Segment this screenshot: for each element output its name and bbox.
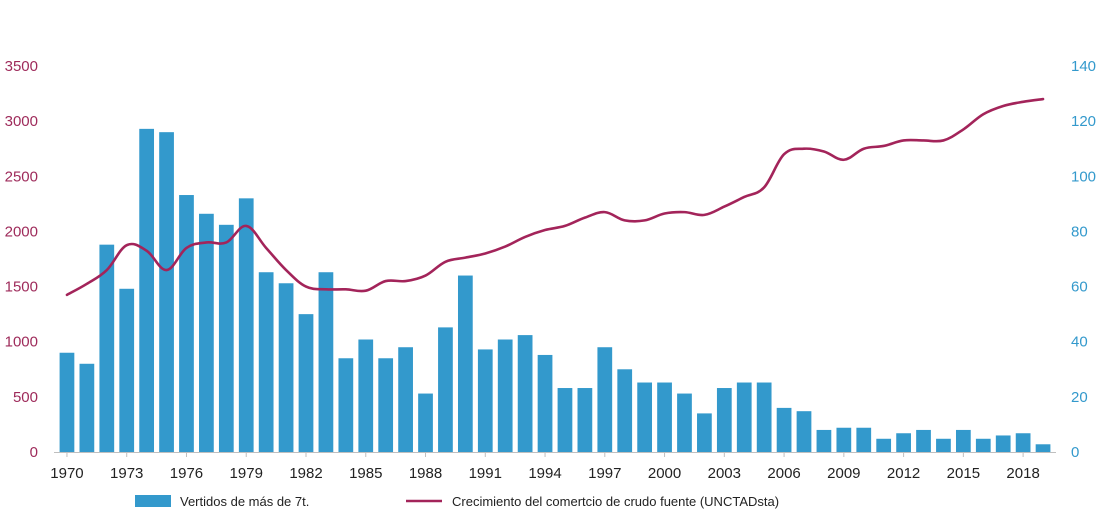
x-tick-marks	[66, 452, 1024, 457]
right-tick-label: 120	[1071, 113, 1096, 130]
right-tick-label: 20	[1071, 389, 1088, 406]
left-axis-ticks: 0 500 1000 1500 2000 2500 3000 3500	[5, 58, 38, 461]
x-axis-ticks: 1970 1973 1976 1979 1982 1985 1988 1991 1994 1997…	[50, 465, 1040, 482]
x-tick-label-1979: 1979	[230, 465, 263, 482]
x-tick-label-1982: 1982	[289, 465, 322, 482]
bar-2006	[776, 407, 792, 452]
x-tick-label-2015: 2015	[947, 465, 980, 482]
bar-2010	[856, 427, 872, 452]
bar-1994	[537, 354, 553, 452]
bar-series	[59, 128, 1051, 453]
bar-1997	[597, 347, 613, 452]
bar-2007	[796, 411, 812, 452]
x-tick-label-1976: 1976	[170, 465, 203, 482]
x-tick-label-1994: 1994	[528, 465, 561, 482]
right-tick-label: 140	[1071, 58, 1096, 75]
bar-2014	[936, 438, 951, 452]
bar-2004	[736, 382, 752, 452]
bar-1984	[338, 358, 354, 452]
left-tick-label: 2500	[5, 168, 38, 185]
right-tick-label: 100	[1071, 168, 1096, 185]
bar-2019	[1035, 444, 1051, 452]
x-tick-label-2018: 2018	[1006, 465, 1039, 482]
bar-2018	[1015, 433, 1031, 452]
right-tick-label: 60	[1071, 279, 1088, 296]
bar-1990	[457, 275, 473, 452]
legend-swatch-bars	[135, 495, 171, 507]
right-tick-label: 0	[1071, 444, 1079, 461]
bar-1995	[557, 388, 573, 452]
left-tick-label: 2000	[5, 223, 38, 240]
x-tick-label-1997: 1997	[588, 465, 621, 482]
bar-1996	[577, 388, 593, 452]
bar-1973	[119, 288, 135, 452]
legend-label-line: Crecimiento del comertcio de crudo fuent…	[452, 494, 779, 509]
bar-2013	[916, 429, 931, 452]
bar-1988	[418, 393, 433, 452]
bar-1974	[139, 128, 155, 453]
bar-2001	[677, 393, 692, 452]
bar-2015	[955, 429, 971, 452]
left-tick-label: 3500	[5, 58, 38, 75]
left-tick-label: 500	[13, 389, 38, 406]
bar-2008	[816, 429, 832, 452]
x-tick-label-2009: 2009	[827, 465, 860, 482]
bar-2009	[836, 427, 852, 452]
x-tick-label-2006: 2006	[767, 465, 800, 482]
bar-1980	[258, 272, 274, 452]
left-tick-label: 3000	[5, 113, 38, 130]
bar-1991	[477, 349, 493, 452]
bar-2011	[876, 438, 892, 452]
bar-2017	[995, 435, 1011, 452]
x-tick-label-1973: 1973	[110, 465, 143, 482]
bar-1970	[59, 352, 75, 452]
x-tick-label-1970: 1970	[50, 465, 83, 482]
bar-1989	[438, 327, 453, 452]
bar-1979	[238, 198, 254, 452]
bar-1972	[99, 244, 115, 452]
bar-1998	[617, 369, 633, 452]
bar-1981	[278, 283, 294, 452]
bar-1975	[159, 132, 174, 453]
x-tick-label-1988: 1988	[409, 465, 442, 482]
line-series	[65, 97, 1045, 297]
bar-1987	[398, 347, 413, 452]
bar-1982	[298, 314, 314, 452]
x-tick-label-1985: 1985	[349, 465, 382, 482]
right-axis-ticks: 0 20 40 60 80 100 120 140	[1071, 58, 1096, 461]
x-tick-label-1991: 1991	[469, 465, 502, 482]
legend-label-bars: Vertidos de más de 7t.	[180, 494, 309, 509]
left-tick-label: 0	[30, 444, 38, 461]
legend: Vertidos de más de 7t. Crecimiento del co…	[135, 494, 779, 509]
bar-2002	[697, 413, 712, 452]
bar-1977	[199, 213, 214, 452]
bar-1983	[318, 272, 334, 452]
bar-1985	[358, 339, 374, 452]
right-tick-label: 40	[1071, 334, 1088, 351]
x-tick-label-2012: 2012	[887, 465, 920, 482]
bar-1999	[637, 382, 653, 452]
bar-1976	[179, 195, 194, 452]
bar-1971	[79, 363, 95, 452]
x-tick-label-2003: 2003	[708, 465, 741, 482]
bar-2005	[756, 382, 772, 452]
bar-2000	[657, 382, 672, 452]
x-tick-label-2000: 2000	[648, 465, 681, 482]
bar-1992	[497, 339, 513, 452]
bar-1978	[218, 224, 234, 452]
left-tick-label: 1000	[5, 334, 38, 351]
right-tick-label: 80	[1071, 223, 1088, 240]
left-tick-label: 1500	[5, 279, 38, 296]
bar-1993	[517, 335, 533, 452]
bar-2016	[975, 438, 991, 452]
bar-2003	[716, 388, 732, 452]
bar-2012	[896, 433, 911, 452]
bar-1986	[378, 358, 394, 452]
